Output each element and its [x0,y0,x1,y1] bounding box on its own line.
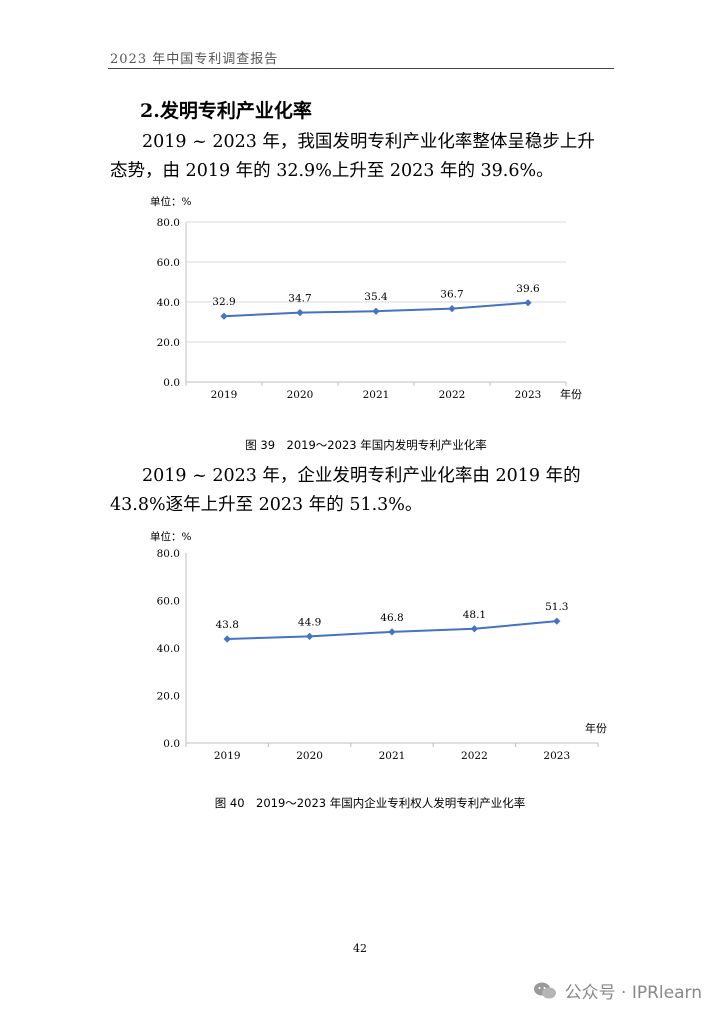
y-tick-label: 60.0 [157,596,180,608]
data-point [553,617,561,625]
y-tick-label: 20.0 [157,337,180,349]
x-tick-label: 2023 [543,750,570,762]
x-unit-label: 年份 [585,721,607,735]
watermark-text: 公众号 · IPRlearn [564,983,702,1003]
data-label: 34.7 [288,293,311,305]
wechat-icon [533,981,557,1001]
data-label: 39.6 [516,283,540,295]
x-tick-label: 2023 [515,389,542,401]
section-title: 2.发明专利产业化率 [140,100,312,122]
data-point [388,628,396,636]
data-point [306,632,314,640]
x-tick-label: 2020 [287,389,314,401]
data-label: 35.4 [364,291,388,303]
data-point [296,309,304,317]
data-point [524,299,532,307]
page-number: 42 [353,942,367,955]
data-label: 44.9 [298,616,321,628]
y-tick-label: 80.0 [157,217,180,229]
x-tick-label: 2021 [363,389,390,401]
header-divider [108,68,614,69]
y-tick-label: 40.0 [157,297,180,309]
paragraph-1: 2019 ~ 2023 年，我国发明专利产业化率整体呈稳步上升态势，由 2019… [110,128,610,186]
paragraph-2: 2019 ~ 2023 年，企业发明专利产业化率由 2019 年的 43.8%逐… [110,462,610,520]
y-unit-label: 单位：% [150,530,191,543]
x-tick-label: 2021 [379,750,406,762]
chart-1-caption: 图 39 2019～2023 年国内发明专利产业化率 [245,438,487,452]
y-unit-label: 单位：% [150,195,191,208]
data-label: 36.7 [440,289,463,301]
data-label: 43.8 [216,619,239,631]
y-tick-label: 20.0 [157,691,180,703]
y-tick-label: 0.0 [163,738,180,750]
data-point [448,305,456,313]
x-tick-label: 2019 [211,389,238,401]
series-line [223,301,529,318]
data-label: 46.8 [380,612,403,624]
x-unit-label: 年份 [560,387,582,401]
paragraph-1-text: 2019 ~ 2023 年，我国发明专利产业化率整体呈稳步上升态势，由 2019… [110,132,595,181]
series-line [227,620,557,640]
data-point [372,307,380,315]
watermark: 公众号 · IPRlearn [533,978,702,1003]
x-tick-label: 2019 [214,750,241,762]
y-tick-label: 0.0 [163,377,180,389]
data-label: 32.9 [212,296,235,308]
y-tick-label: 80.0 [157,548,180,560]
data-label: 48.1 [463,609,486,621]
data-label: 51.3 [545,601,568,613]
y-tick-label: 40.0 [157,643,180,655]
x-tick-label: 2020 [296,750,323,762]
data-point [220,312,228,320]
x-tick-label: 2022 [461,750,488,762]
data-point [223,635,231,643]
paragraph-2-text: 2019 ~ 2023 年，企业发明专利产业化率由 2019 年的 43.8%逐… [110,466,581,515]
chart-2-caption: 图 40 2019～2023 年国内企业专利权人发明专利产业化率 [214,796,526,810]
data-point [470,625,478,633]
y-tick-label: 60.0 [157,257,180,269]
x-tick-label: 2022 [439,389,466,401]
header-title: 2023 年中国专利调查报告 [110,52,279,67]
